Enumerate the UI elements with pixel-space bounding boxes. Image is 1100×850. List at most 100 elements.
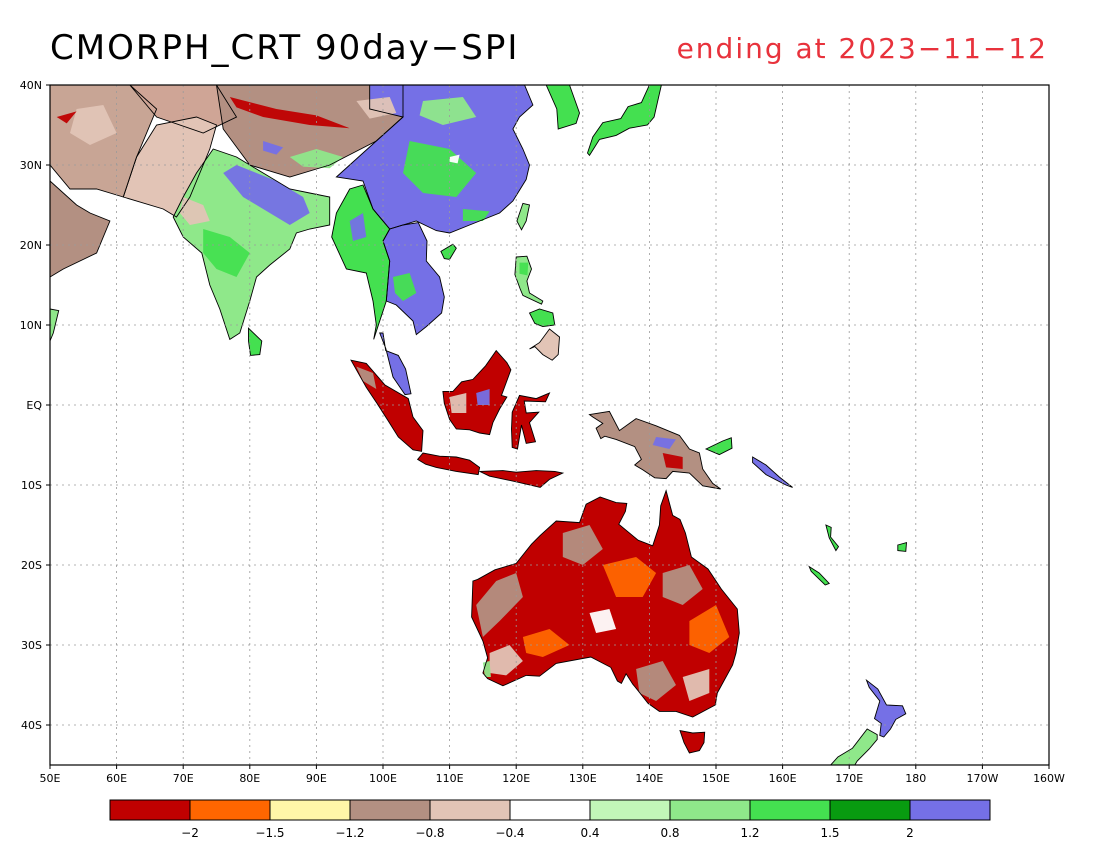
spi-patch-tibet-plateau xyxy=(229,97,350,129)
coastline-bali-timor xyxy=(479,470,565,488)
colorbar-label: 2 xyxy=(906,826,914,840)
colorbar-label: 1.2 xyxy=(740,826,759,840)
spi-patch-india xyxy=(203,229,250,277)
coastline-australia xyxy=(471,489,740,718)
coastline-mindanao xyxy=(529,328,560,361)
colorbar-label: 1.5 xyxy=(820,826,839,840)
coastline-arabia xyxy=(50,180,111,278)
region-taiwan xyxy=(516,203,530,230)
spi-patch-china xyxy=(449,154,460,164)
lon-label: 120E xyxy=(502,772,530,785)
region-hainan xyxy=(440,244,457,260)
lat-label: 10S xyxy=(21,479,42,492)
spi-patch-australia xyxy=(589,609,617,633)
region-australia xyxy=(471,490,740,717)
region-korea xyxy=(546,85,580,129)
lon-label: 140E xyxy=(635,772,663,785)
colorbar: −2 −1.5 −1.2 −0.8 −0.4 0.4 0.8 1.2 1.5 2 xyxy=(109,799,991,840)
lon-label: 170W xyxy=(966,772,998,785)
spi-patch-australia xyxy=(489,645,523,676)
colorbar-label: 0.8 xyxy=(660,826,679,840)
region-visayas xyxy=(529,309,555,327)
coastline-nz-south xyxy=(830,728,878,765)
map-subtitle: ending at 2023−11−12 xyxy=(676,32,1048,65)
lat-label: 30S xyxy=(21,639,42,652)
region-new-caledonia xyxy=(809,566,830,585)
spi-patch-sumatra xyxy=(356,366,377,389)
colorbar-swatch xyxy=(269,799,351,821)
coastline-sumatra xyxy=(350,359,424,452)
coastline-tibet-plateau xyxy=(216,85,404,178)
lat-label: EQ xyxy=(26,399,42,412)
colorbar-label: −0.4 xyxy=(495,826,524,840)
region-sri-lanka xyxy=(248,328,262,356)
spi-patch-luzon xyxy=(519,262,529,276)
coastline-indochina xyxy=(382,222,445,336)
colorbar-label: −2 xyxy=(181,826,199,840)
lat-label: 20S xyxy=(21,559,42,572)
coastline-vanuatu xyxy=(825,524,840,552)
coastline-bismarck xyxy=(704,437,733,456)
colorbar-label: −0.8 xyxy=(415,826,444,840)
region-java xyxy=(417,453,480,475)
gridlines xyxy=(50,85,1049,765)
spi-patch-tibet-plateau xyxy=(263,141,284,155)
coastline-india xyxy=(172,148,331,341)
coastline-taiwan xyxy=(516,202,531,231)
spi-patch-australia xyxy=(689,605,730,653)
spi-patch-new-guinea xyxy=(652,437,676,449)
lon-label: 50E xyxy=(40,772,61,785)
lat-label: 30N xyxy=(20,159,42,172)
lon-label: 60E xyxy=(106,772,127,785)
colorbar-swatch xyxy=(589,799,671,821)
lon-label: 180 xyxy=(905,772,926,785)
coastline-nz-north xyxy=(865,678,907,738)
region-vanuatu xyxy=(825,525,839,551)
lat-label: 40S xyxy=(21,719,42,732)
colorbar-label: −1.5 xyxy=(255,826,284,840)
spi-patch-australia xyxy=(682,669,710,701)
region-malay-peninsula xyxy=(379,333,411,395)
spi-patch-indochina xyxy=(393,273,417,301)
map-title: CMORPH_CRT 90day−SPI xyxy=(50,28,520,68)
coastline-new-guinea xyxy=(588,410,721,490)
lon-label: 80E xyxy=(239,772,260,785)
lon-label: 130E xyxy=(569,772,597,785)
lon-label: 160W xyxy=(1033,772,1065,785)
spi-patch-iran xyxy=(70,105,117,145)
spi-patch-china xyxy=(419,97,477,125)
region-pakistan xyxy=(123,117,217,217)
spi-patch-new-guinea xyxy=(662,453,683,469)
region-tasmania xyxy=(680,730,705,753)
coastline-sri-lanka xyxy=(248,327,263,356)
spi-patch-china xyxy=(403,141,477,197)
latitude-labels: 40N 30N 20N 10N EQ 10S 20S 30S 40S xyxy=(20,79,50,732)
colorbar-swatch xyxy=(909,799,991,821)
region-somalia-horn xyxy=(50,309,59,341)
region-mindanao xyxy=(529,329,560,361)
colorbar-swatch xyxy=(749,799,831,821)
coastline-china xyxy=(335,85,534,234)
colorbar-swatch xyxy=(189,799,271,821)
spi-patch-australia xyxy=(636,661,676,701)
spi-patch-australia xyxy=(562,525,603,565)
lon-label: 100E xyxy=(369,772,397,785)
colorbar-swatch xyxy=(349,799,431,821)
region-nz-north xyxy=(866,680,906,737)
spi-patch-australia xyxy=(662,565,703,605)
spi-patch-india xyxy=(223,165,310,225)
coastline-solomon xyxy=(752,456,793,488)
spi-patch-australia xyxy=(602,557,657,597)
region-bali-timor xyxy=(479,470,563,488)
spi-patch-borneo xyxy=(476,389,490,405)
coastline-japan-honshu xyxy=(586,85,662,157)
lat-label: 20N xyxy=(20,239,42,252)
spi-patch-australia xyxy=(476,573,523,637)
lat-label: 10N xyxy=(20,319,42,332)
region-new-guinea xyxy=(589,411,721,489)
lon-label: 70E xyxy=(173,772,194,785)
colorbar-label: 0.4 xyxy=(580,826,599,840)
coastline-pakistan xyxy=(122,116,218,218)
region-borneo xyxy=(442,350,511,435)
region-bismarck xyxy=(706,437,732,455)
